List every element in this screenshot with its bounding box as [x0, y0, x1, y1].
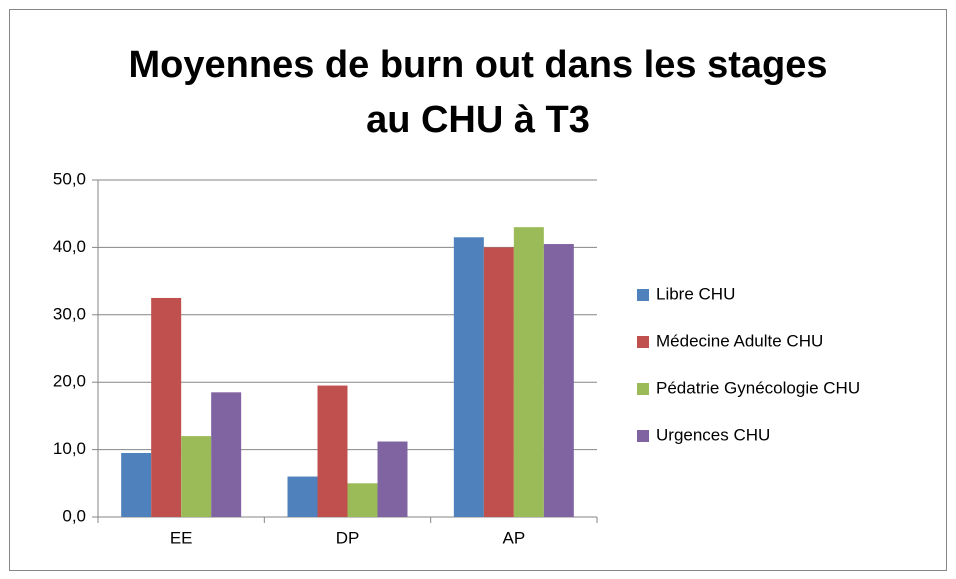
bar: [513, 227, 544, 517]
bar: [453, 237, 484, 518]
y-tick-label: 30,0: [53, 304, 86, 323]
x-tick-label: DP: [336, 528, 360, 547]
bar: [181, 436, 212, 517]
y-tick-label: 20,0: [53, 372, 86, 391]
legend-label: Urgences CHU: [656, 425, 770, 444]
y-tick-label: 40,0: [53, 237, 86, 256]
legend-label: Libre CHU: [656, 284, 735, 303]
bar: [121, 452, 152, 517]
bar: [483, 247, 514, 517]
legend-swatch: [637, 289, 649, 301]
legend-swatch: [637, 336, 649, 348]
y-tick-label: 10,0: [53, 439, 86, 458]
bar: [347, 483, 378, 517]
bar: [377, 441, 408, 517]
x-tick-label: EE: [170, 528, 193, 547]
bar: [211, 392, 242, 517]
y-tick-label: 50,0: [53, 169, 86, 188]
legend-label: Médecine Adulte CHU: [656, 331, 823, 350]
bar: [317, 385, 348, 517]
x-tick-label: AP: [502, 528, 525, 547]
bar: [151, 297, 182, 517]
bar: [287, 476, 318, 517]
legend-label: Pédatrie Gynécologie CHU: [656, 378, 860, 397]
bar: [543, 244, 574, 517]
y-tick-label: 0,0: [62, 506, 86, 525]
legend-swatch: [637, 430, 649, 442]
title-box: Moyennes de burn out dans les stages au …: [128, 44, 828, 141]
chart-title: Moyennes de burn out dans les stages au …: [128, 44, 828, 141]
legend-swatch: [637, 383, 649, 395]
